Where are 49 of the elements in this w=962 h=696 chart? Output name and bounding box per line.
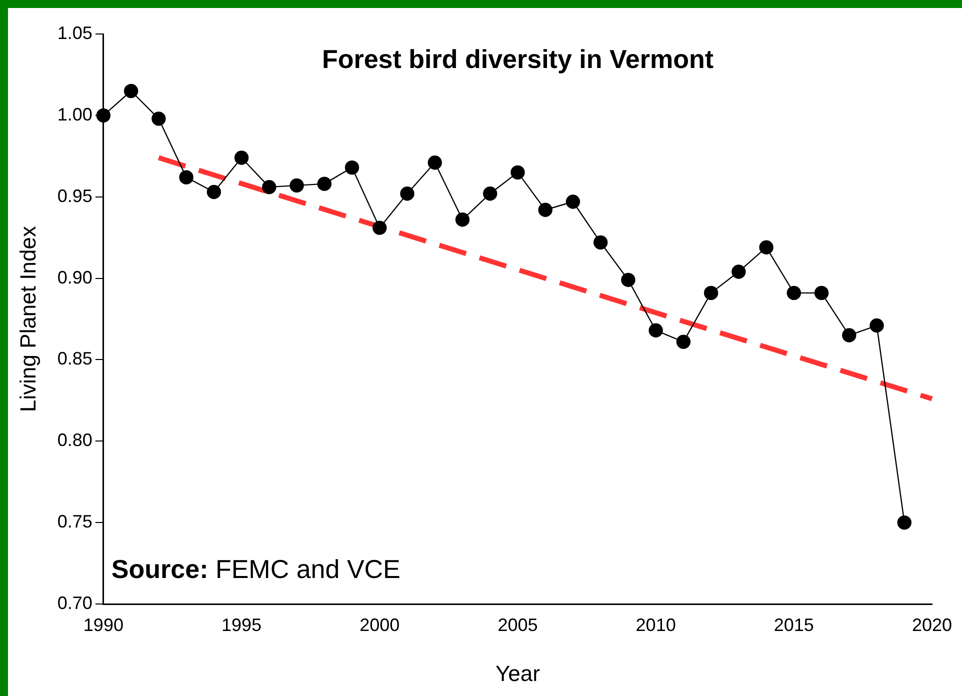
point [566, 194, 580, 209]
chart-title: Forest bird diversity in Vermont [322, 44, 714, 74]
point [400, 186, 414, 201]
y-tick-label: 0.75 [57, 512, 92, 532]
x-tick-label: 2020 [912, 614, 952, 635]
point [234, 150, 249, 165]
point [262, 180, 276, 194]
point [124, 84, 138, 98]
point [870, 318, 884, 333]
point [179, 170, 194, 184]
point [510, 165, 525, 180]
point [786, 286, 802, 300]
point [372, 220, 387, 235]
point [593, 235, 608, 250]
x-tick-label: 2000 [360, 614, 400, 635]
point [96, 108, 111, 123]
x-tick-label: 1995 [222, 614, 262, 635]
point [897, 515, 912, 530]
y-tick-label: 0.70 [57, 592, 92, 613]
y-tick-label: 0.85 [57, 348, 92, 369]
point [538, 202, 552, 217]
point [704, 286, 718, 300]
point [648, 323, 663, 338]
x-tick-label: 2005 [498, 614, 538, 635]
point [676, 334, 691, 349]
x-tick-label: 2010 [636, 614, 676, 635]
annotation: Source: FEMC and VCE [111, 554, 400, 584]
point [814, 286, 829, 300]
x-tick-label: 2015 [774, 614, 814, 635]
point [759, 240, 774, 254]
y-tick-label: 1.00 [57, 104, 92, 124]
y-tick-label: 0.90 [57, 267, 92, 288]
y-tick-label: 1.05 [57, 22, 92, 43]
point [317, 176, 332, 191]
point [732, 264, 746, 279]
point [842, 328, 856, 342]
point [344, 160, 360, 175]
x-axis-title: Year [495, 660, 540, 686]
point [455, 212, 470, 227]
point [206, 184, 222, 200]
y-tick-label: 0.95 [57, 186, 92, 206]
point [152, 112, 166, 126]
point [621, 272, 636, 288]
point [290, 178, 304, 193]
point [428, 156, 442, 170]
point [483, 186, 498, 201]
x-tick-label: 1990 [83, 614, 124, 635]
y-axis-title: Living Planet Index [15, 226, 40, 412]
y-tick-label: 0.80 [57, 430, 92, 450]
